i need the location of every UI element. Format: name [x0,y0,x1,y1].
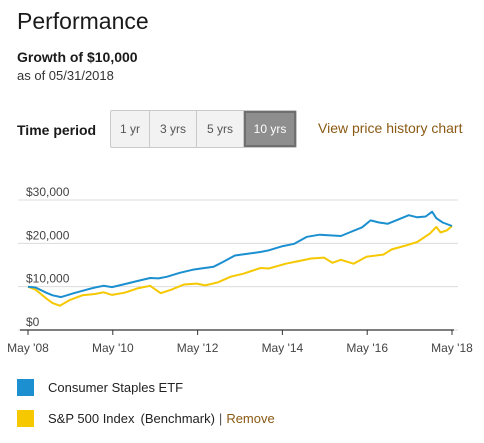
x-tick-label: May '18 [431,341,473,355]
legend-item-series1: Consumer Staples ETF [17,378,183,396]
period-3yrs-button[interactable]: 3 yrs [150,111,197,147]
legend-benchmark-tag: (Benchmark) [140,410,215,426]
legend-label-series1: Consumer Staples ETF [48,379,184,395]
legend-item-series2: S&P 500 Index (Benchmark) | Remove [17,409,275,427]
legend-label-series2: S&P 500 Index [48,410,135,426]
x-tick-label: May '10 [92,341,134,355]
view-price-history-link[interactable]: View price history chart [318,120,463,136]
y-tick-label: $20,000 [26,228,70,242]
x-tick-label: May '14 [262,341,304,355]
time-period-selector: 1 yr 3 yrs 5 yrs 10 yrs [110,110,297,148]
series-line-sp500 [27,225,453,307]
page-title: Performance [17,8,149,34]
remove-benchmark-link[interactable]: Remove [226,410,275,426]
y-tick-label: $10,000 [26,272,70,286]
legend-separator: | [218,410,223,426]
growth-chart: $30,000$20,000$10,000$0 May '08 May '10 Ma… [7,185,473,355]
as-of-date: as of 05/31/2018 [17,68,114,83]
y-tick-label: $0 [26,315,40,329]
x-tick-label: May '08 [7,341,49,355]
legend-swatch-yellow [17,409,34,427]
series-line-consumer-staples [27,210,453,299]
period-1yr-button[interactable]: 1 yr [111,111,150,147]
growth-heading: Growth of $10,000 [17,49,138,65]
chart-gridlines [18,199,458,331]
series-lines [27,210,453,307]
y-tick-label: $30,000 [26,185,70,199]
x-tick-label: May '16 [346,341,388,355]
x-tick-label: May '12 [177,341,219,355]
period-10yrs-button[interactable]: 10 yrs [244,111,296,147]
y-axis-labels: $30,000 $20,000 $10,000 $0 [26,185,70,329]
x-axis: May '08 May '10 May '12 May '14 May '16 May '… [7,329,473,355]
period-5yrs-button[interactable]: 5 yrs [197,111,244,147]
legend-swatch-blue [17,378,34,396]
time-period-label: Time period [17,122,97,138]
